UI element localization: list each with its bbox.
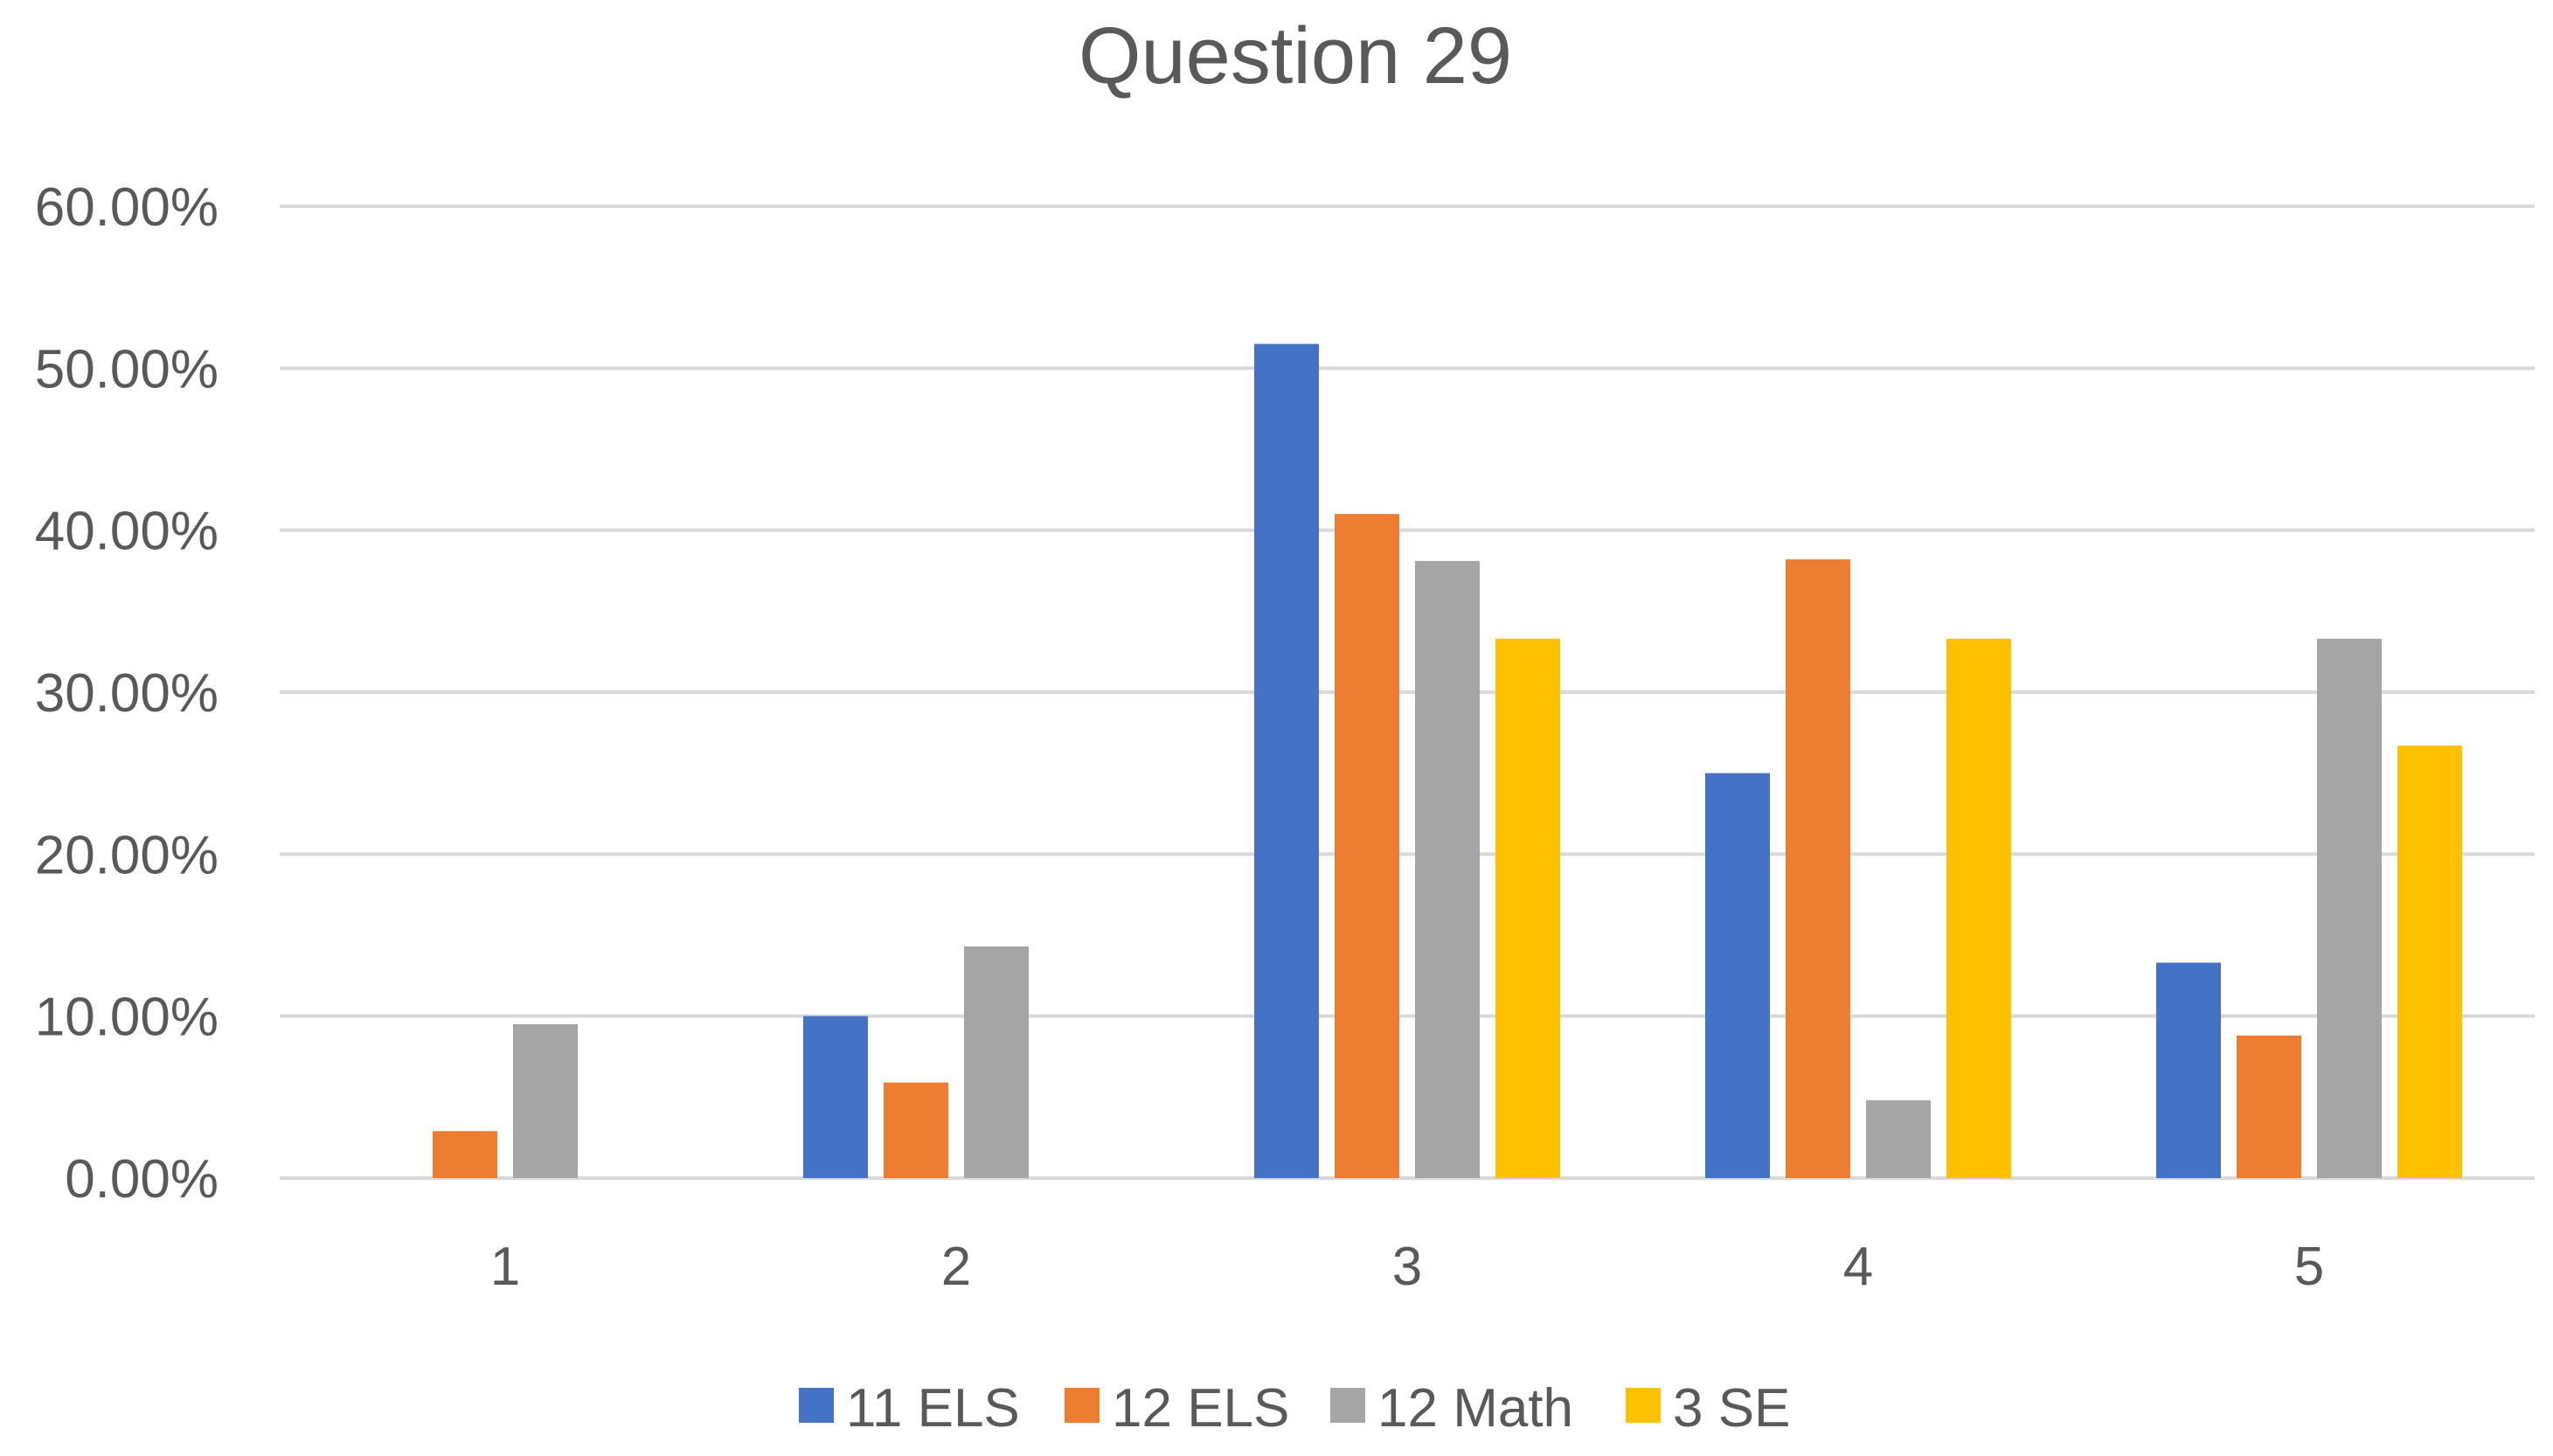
- bar-3-se-cat-3: [1495, 638, 1560, 1178]
- bar-11-els-cat-5: [2156, 962, 2221, 1178]
- x-axis-tick-labels: 1 2 3 4 5: [490, 1237, 2324, 1297]
- bar-11-els-cat-3: [1254, 343, 1319, 1178]
- x-tick-label: 5: [2294, 1237, 2324, 1297]
- bar-12-els-cat-1: [433, 1131, 497, 1178]
- legend-label-12-math: 12 Math: [1377, 1378, 1573, 1439]
- bar-12-math-cat-5: [2317, 638, 2382, 1178]
- legend-label-3-se: 3 SE: [1673, 1378, 1790, 1439]
- x-tick-label: 3: [1392, 1237, 1422, 1297]
- bar-3-se-cat-5: [2397, 745, 2462, 1178]
- legend-swatch-12-math: [1330, 1388, 1365, 1423]
- bar-12-math-cat-1: [513, 1023, 578, 1178]
- bar-3-se-cat-4: [1946, 638, 2011, 1178]
- y-tick-label: 60.00%: [35, 177, 219, 238]
- bar-11-els-cat-2: [803, 1016, 868, 1178]
- y-tick-label: 50.00%: [35, 339, 219, 399]
- bars: [433, 343, 2462, 1178]
- x-tick-label: 2: [941, 1237, 971, 1297]
- bar-11-els-cat-4: [1705, 773, 1770, 1178]
- bar-12-els-cat-4: [1786, 559, 1850, 1178]
- bar-12-math-cat-3: [1415, 560, 1480, 1178]
- x-tick-label: 4: [1843, 1237, 1873, 1297]
- bar-12-math-cat-2: [964, 946, 1029, 1178]
- legend-label-11-els: 11 ELS: [846, 1378, 1020, 1439]
- legend-swatch-3-se: [1626, 1388, 1661, 1423]
- y-tick-label: 20.00%: [35, 825, 219, 885]
- legend-swatch-12-els: [1065, 1388, 1100, 1423]
- y-tick-label: 30.00%: [35, 663, 219, 724]
- y-tick-label: 0.00%: [65, 1149, 219, 1210]
- y-axis-tick-labels: 0.00% 10.00% 20.00% 30.00% 40.00% 50.00% 60.00…: [35, 177, 219, 1210]
- bar-12-math-cat-4: [1866, 1100, 1931, 1178]
- bar-12-els-cat-5: [2237, 1035, 2301, 1178]
- x-tick-label: 1: [490, 1237, 520, 1297]
- legend-label-12-els: 12 ELS: [1112, 1378, 1289, 1439]
- legend: 11 ELS 12 ELS 12 Math 3 SE: [799, 1378, 1790, 1439]
- chart-title: Question 29: [1079, 11, 1512, 101]
- legend-swatch-11-els: [799, 1388, 834, 1423]
- bar-12-els-cat-3: [1335, 514, 1399, 1178]
- y-tick-label: 10.00%: [35, 988, 219, 1048]
- y-tick-label: 40.00%: [35, 502, 219, 562]
- bar-12-els-cat-2: [884, 1082, 948, 1178]
- gridlines: [280, 205, 2535, 1180]
